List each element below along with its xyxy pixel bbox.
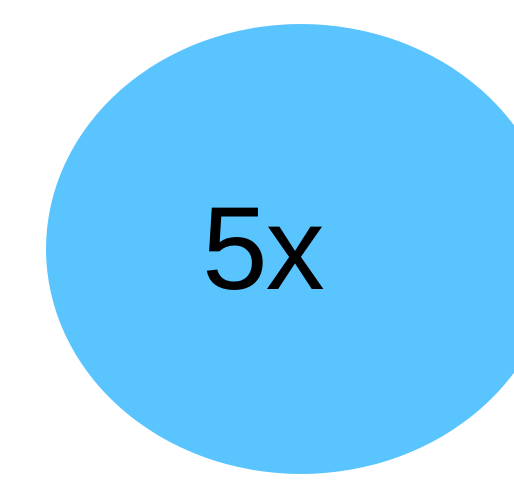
multiplier-badge: 5x (46, 24, 514, 474)
multiplier-label: 5x (202, 183, 325, 315)
